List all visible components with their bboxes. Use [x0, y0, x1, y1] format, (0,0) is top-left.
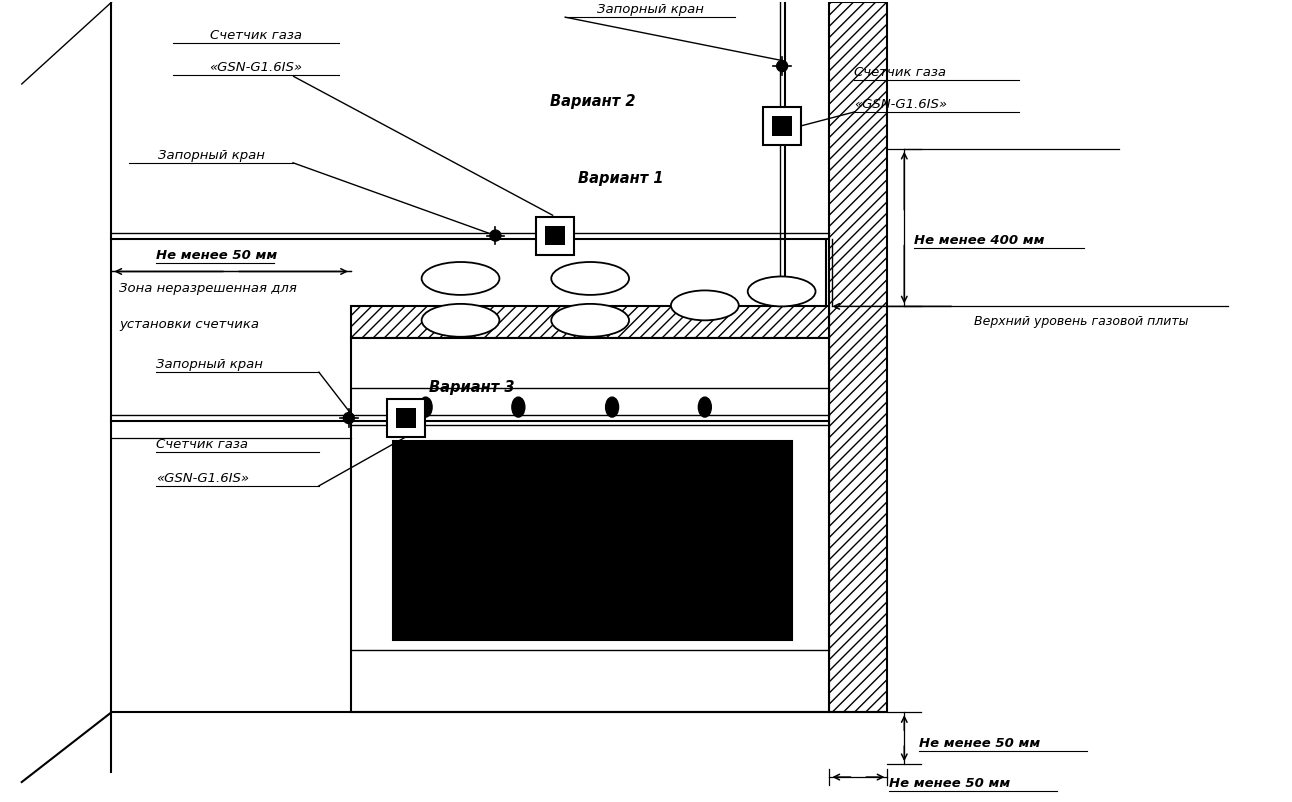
Bar — [545, 225, 565, 245]
Text: Не менее 50 мм: Не менее 50 мм — [156, 249, 278, 262]
Text: Запорный кран: Запорный кран — [597, 3, 703, 16]
Text: Запорный кран: Запорный кран — [156, 358, 264, 371]
Text: Не менее 50 мм: Не менее 50 мм — [889, 777, 1010, 790]
Ellipse shape — [421, 262, 500, 295]
Bar — [395, 408, 416, 428]
Ellipse shape — [512, 397, 525, 417]
Text: Зона неразрешенная для: Зона неразрешенная для — [119, 282, 297, 295]
Text: Не менее 400 мм: Не менее 400 мм — [915, 233, 1045, 246]
Bar — [764, 107, 801, 145]
Text: Счетчик газа: Счетчик газа — [211, 29, 302, 43]
Ellipse shape — [552, 262, 629, 295]
Bar — [536, 217, 574, 254]
Text: «GSN-G1.6IS»: «GSN-G1.6IS» — [156, 472, 249, 485]
Text: Счетчик газа: Счетчик газа — [854, 66, 947, 79]
Circle shape — [776, 61, 788, 71]
Circle shape — [344, 412, 354, 423]
Bar — [351, 338, 829, 712]
Text: Вариант 1: Вариант 1 — [579, 171, 664, 186]
Text: «GSN-G1.6IS»: «GSN-G1.6IS» — [209, 61, 302, 74]
Text: Верхний уровень газовой плиты: Верхний уровень газовой плиты — [974, 315, 1189, 328]
Bar — [393, 441, 792, 641]
Ellipse shape — [699, 397, 712, 417]
Ellipse shape — [606, 397, 619, 417]
Bar — [386, 399, 425, 437]
Text: установки счетчика: установки счетчика — [119, 318, 260, 331]
Ellipse shape — [421, 304, 500, 337]
Ellipse shape — [748, 277, 815, 306]
Bar — [829, 2, 888, 712]
Text: Вариант 3: Вариант 3 — [429, 380, 514, 395]
Bar — [773, 116, 792, 136]
Text: Не менее 50 мм: Не менее 50 мм — [919, 737, 1040, 750]
Text: Счетчик газа: Счетчик газа — [156, 438, 248, 451]
Circle shape — [490, 230, 501, 241]
Ellipse shape — [419, 397, 432, 417]
Ellipse shape — [671, 290, 739, 320]
Text: Вариант 2: Вариант 2 — [549, 94, 636, 109]
Bar — [351, 306, 829, 338]
Ellipse shape — [552, 304, 629, 337]
Text: Запорный кран: Запорный кран — [158, 149, 265, 162]
Text: «GSN-G1.6IS»: «GSN-G1.6IS» — [854, 98, 947, 111]
